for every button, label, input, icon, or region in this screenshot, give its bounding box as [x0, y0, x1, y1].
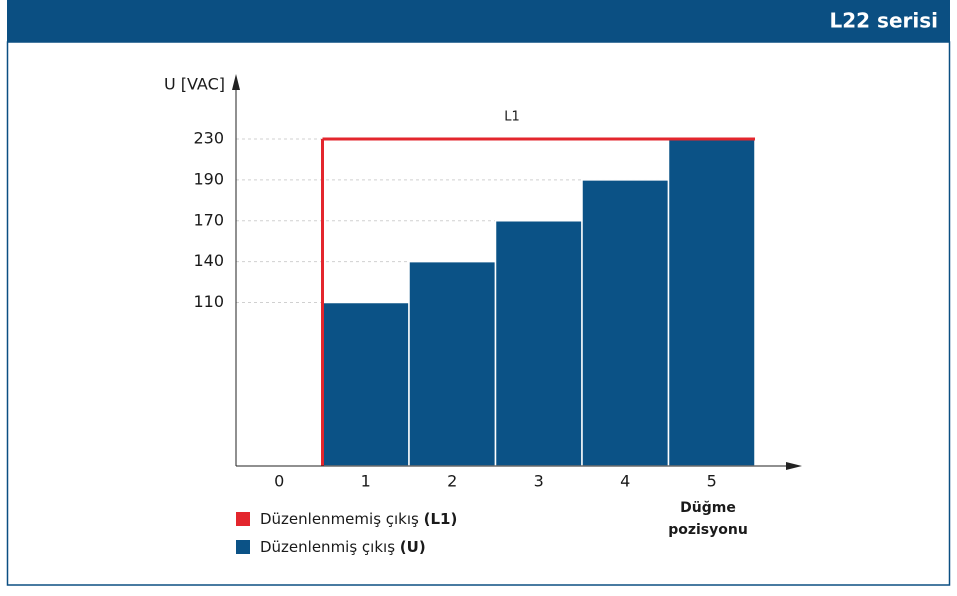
- y-axis-label: U [VAC]: [164, 75, 225, 94]
- y-tick-label: 110: [193, 292, 224, 311]
- legend-name: Düzenlenmiş çıkış: [260, 538, 395, 556]
- x-tick-label: 0: [274, 472, 284, 491]
- y-axis-arrow: [232, 74, 240, 90]
- y-tick-label: 140: [193, 251, 224, 270]
- legend-symbol: (L1): [424, 510, 458, 528]
- x-tick-label: 2: [447, 472, 457, 491]
- bar: [408, 260, 497, 467]
- bar: [667, 138, 756, 467]
- legend-label: Düzenlenmiş çıkış (U): [260, 538, 426, 556]
- y-tick-label: 230: [193, 129, 224, 148]
- legend-swatch: [236, 540, 250, 554]
- x-axis-arrow: [786, 462, 802, 470]
- bar: [581, 179, 670, 467]
- x-axis-label: Düğme: [680, 500, 736, 516]
- y-tick-label: 190: [193, 169, 224, 188]
- legend-symbol: (U): [400, 538, 426, 556]
- header-title: L22 serisi: [830, 9, 939, 33]
- x-tick-label: 3: [534, 472, 544, 491]
- annotation: L1: [504, 110, 520, 125]
- x-tick-label: 1: [361, 472, 371, 491]
- header-bar: [7, 0, 950, 42]
- legend-name: Düzenlenmemiş çıkış: [260, 510, 419, 528]
- bar: [321, 301, 410, 467]
- x-axis-label: pozisyonu: [668, 522, 748, 538]
- x-tick-label: 5: [707, 472, 717, 491]
- y-tick-label: 170: [193, 210, 224, 229]
- x-tick-label: 4: [620, 472, 630, 491]
- legend-swatch: [236, 512, 250, 526]
- legend-label: Düzenlenmemiş çıkış (L1): [260, 510, 457, 528]
- bar: [494, 220, 583, 467]
